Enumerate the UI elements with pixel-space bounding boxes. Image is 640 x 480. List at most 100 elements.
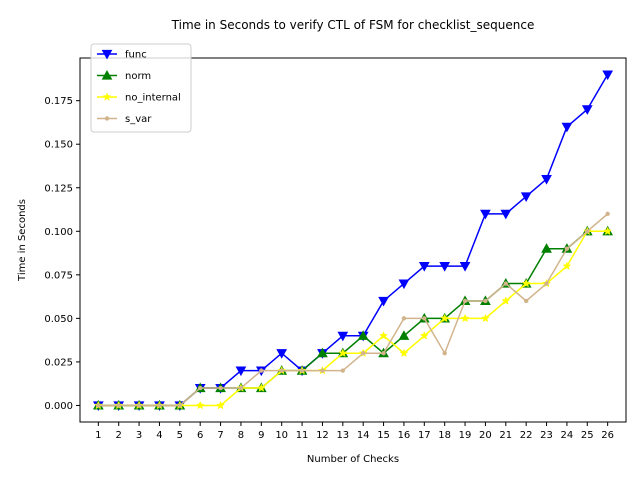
data-point-func [459,262,471,272]
data-point-s_var [523,298,529,304]
data-point-func [602,70,614,81]
y-tick-label: 0.000 [44,401,73,412]
data-point-s_var [238,385,244,391]
data-point-no_internal [440,313,450,323]
data-point-func [398,279,410,290]
x-tick-label: 23 [540,430,553,441]
data-point-func [337,331,349,342]
legend-label: s_var [125,114,152,125]
x-tick-label: 26 [601,430,614,441]
x-tick-label: 12 [316,430,329,441]
chart-title: Time in Seconds to verify CTL of FSM for… [171,18,535,32]
x-tick-label: 1 [95,430,101,441]
data-point-no_internal [501,296,511,305]
series-line-s_var [98,213,609,407]
data-point-s_var [381,351,386,356]
data-point-func [276,349,288,359]
data-point-s_var [564,246,570,251]
x-tick-label: 21 [499,430,512,441]
axes-frame [79,57,627,423]
x-tick-label: 13 [336,430,349,441]
data-point-s_var [96,403,101,408]
data-point-no_internal [481,313,490,323]
data-point-s_var [483,298,488,304]
x-tick-label: 10 [275,430,288,441]
x-tick-label: 9 [258,430,264,441]
legend-label: norm [125,71,151,82]
data-point-no_internal [195,400,205,410]
data-point-s_var [157,403,162,408]
data-point-func [418,262,430,272]
data-point-s_var [340,368,346,373]
data-point-s_var [360,351,366,356]
y-tick-label: 0.075 [44,270,73,281]
data-point-no_internal [603,226,613,236]
x-tick-label: 6 [197,430,203,441]
data-point-s_var [279,368,284,373]
x-tick-label: 3 [136,430,142,441]
series-layer [92,70,614,411]
data-point-norm [398,330,410,340]
data-point-s_var [259,368,264,373]
x-tick-label: 19 [459,430,472,441]
x-tick-label: 5 [177,430,183,441]
x-tick-label: 7 [217,430,223,441]
data-point-norm [317,347,328,358]
data-point-no_internal [399,348,409,357]
y-tick-label: 0.175 [44,96,73,107]
data-point-s_var [422,316,427,321]
x-tick-label: 11 [296,430,309,441]
data-point-no_internal [460,313,470,323]
legend-box [90,43,192,133]
data-point-no_internal [216,400,225,410]
legend-marker [102,92,112,101]
x-tick-label: 17 [418,430,431,441]
data-point-s_var [177,403,183,408]
plot-area [79,57,627,423]
legend-marker [101,49,113,60]
data-point-s_var [401,316,407,321]
data-point-no_internal [521,278,531,288]
data-point-func [520,192,532,202]
y-tick-label: 0.025 [44,357,73,368]
data-point-func [480,209,491,220]
legend: func norm no_internal s_var [90,43,192,133]
data-point-no_internal [562,261,572,270]
data-point-func [541,174,552,185]
y-axis-title: Time in Seconds [17,199,28,282]
x-tick-label: 24 [561,430,574,441]
x-tick-label: 16 [398,430,411,441]
data-point-norm [357,330,369,340]
data-point-no_internal [256,383,266,392]
x-tick-label: 22 [520,430,533,441]
data-point-s_var [136,403,142,408]
y-tick-label: 0.100 [44,227,73,238]
series-line-no_internal [98,230,608,407]
data-point-func [378,296,389,307]
data-point-s_var [605,211,610,217]
data-point-s_var [320,368,325,373]
y-axis: 0.000 0.025 0.050 0.075 0.100 0.125 0.150 0.175 [44,96,80,412]
x-axis: 1 2 3 4 5 6 7 8 9 10 11 12 13 14 15 16 17 18 19 20 21 22 23 24 2… [95,422,614,441]
data-point-no_internal [379,331,388,340]
data-point-func [500,209,512,220]
legend-label: func [125,50,147,61]
x-tick-label: 8 [238,430,244,441]
y-tick-label: 0.125 [44,183,73,194]
series-s_var [96,211,610,408]
data-point-func [561,122,573,133]
data-point-s_var [462,298,468,304]
data-point-no_internal [419,331,429,340]
legend-item-no_internal: no_internal [97,92,181,104]
y-tick-label: 0.150 [44,140,73,151]
legend-item-s_var: s_var [97,114,152,125]
data-point-s_var [299,368,305,373]
x-tick-label: 2 [116,430,122,441]
data-point-s_var [544,281,549,286]
legend-label: no_internal [125,93,181,104]
data-point-s_var [503,281,508,286]
data-point-func [439,262,451,272]
legend-marker [101,69,113,80]
data-point-norm [541,243,552,253]
data-point-s_var [198,385,203,391]
